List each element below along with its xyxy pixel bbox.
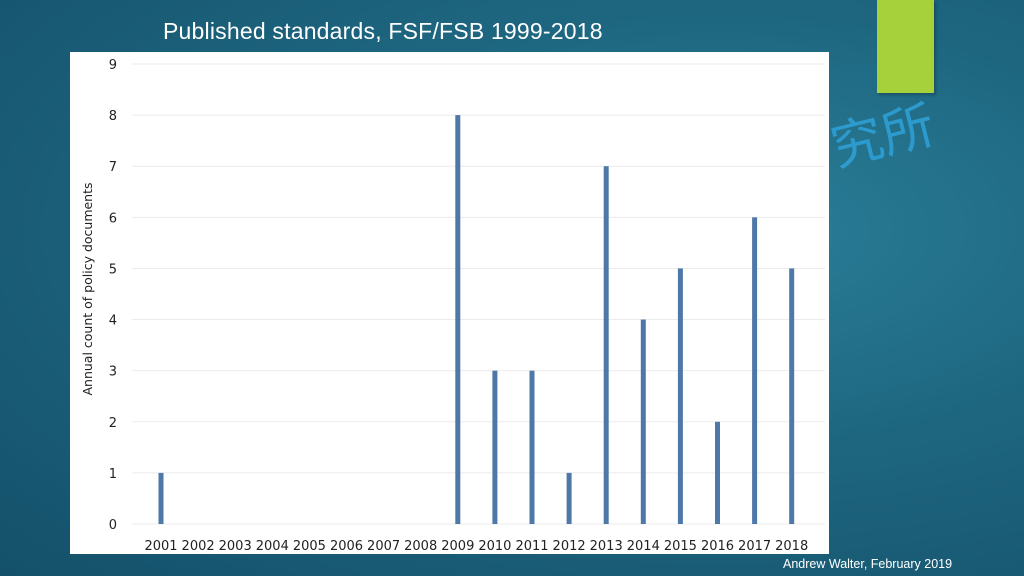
x-tick-label-2001: 2001 <box>144 539 177 554</box>
x-tick-label-2003: 2003 <box>219 539 252 554</box>
x-tick-label-2006: 2006 <box>330 539 363 554</box>
x-tick-label-2005: 2005 <box>293 539 326 554</box>
y-axis-title: Annual count of policy documents <box>80 182 95 395</box>
x-tick-label-2013: 2013 <box>590 539 623 554</box>
bar-2015 <box>677 268 683 524</box>
y-tick-label: 2 <box>109 416 117 431</box>
y-tick-label: 7 <box>109 160 117 175</box>
x-tick-label-2007: 2007 <box>367 539 400 554</box>
x-tick-label-2014: 2014 <box>627 539 660 554</box>
y-tick-label: 9 <box>109 58 117 73</box>
bar-2001 <box>158 472 164 524</box>
bar-2014 <box>640 319 646 524</box>
y-tick-label: 6 <box>109 211 117 226</box>
x-tick-label-2009: 2009 <box>441 539 474 554</box>
y-axis-ticks: 0 1 2 3 4 5 6 7 8 9 <box>109 58 117 533</box>
y-tick-label: 4 <box>109 314 117 329</box>
x-tick-label-2018: 2018 <box>775 539 808 554</box>
y-tick-label: 5 <box>109 262 117 277</box>
grid-lines <box>132 63 825 525</box>
bars <box>158 115 795 525</box>
y-tick-label: 8 <box>109 109 117 124</box>
x-tick-label-2002: 2002 <box>182 539 215 554</box>
bar-2011 <box>529 370 535 524</box>
x-tick-label-2004: 2004 <box>256 539 289 554</box>
x-axis-ticks: 2001 2002 2003 2004 2005 2006 2007 2008 2009 2010… <box>144 539 808 554</box>
y-tick-label: 3 <box>109 365 117 380</box>
x-tick-label-2008: 2008 <box>404 539 437 554</box>
x-tick-label-2016: 2016 <box>701 539 734 554</box>
y-tick-label: 0 <box>109 518 117 533</box>
slide-title: Published standards, FSF/FSB 1999-2018 <box>163 18 603 44</box>
x-tick-label-2011: 2011 <box>515 539 548 554</box>
bar-2018 <box>789 268 795 524</box>
author-credit: Andrew Walter, February 2019 <box>783 557 953 571</box>
watermark-text: 究所 <box>825 95 941 179</box>
bar-2017 <box>752 217 758 525</box>
x-tick-label-2012: 2012 <box>553 539 586 554</box>
bar-2012 <box>566 472 572 524</box>
bar-2016 <box>715 421 720 524</box>
bar-2010 <box>492 370 498 524</box>
x-tick-label-2015: 2015 <box>664 539 697 554</box>
y-tick-label: 1 <box>109 467 117 482</box>
bar-2013 <box>603 166 609 524</box>
x-tick-label-2017: 2017 <box>738 539 771 554</box>
accent-bar <box>877 0 934 93</box>
x-tick-label-2010: 2010 <box>478 539 511 554</box>
bar-2009 <box>455 115 461 524</box>
